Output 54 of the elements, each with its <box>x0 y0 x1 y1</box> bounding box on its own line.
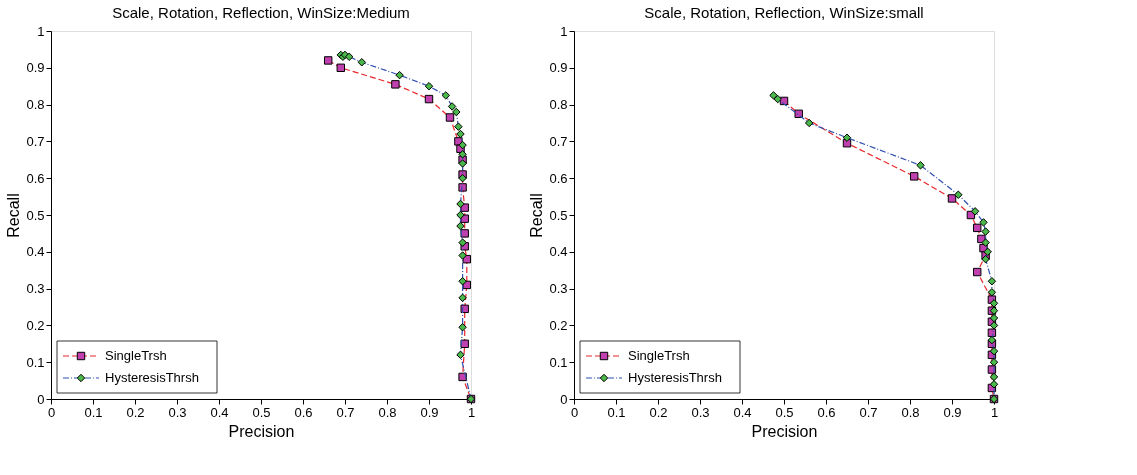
y-tick-label: 0.8 <box>26 97 45 113</box>
y-tick-label: 0.9 <box>549 60 568 76</box>
x-tick-label: 0.3 <box>691 404 710 420</box>
x-axis-title: Precision <box>228 422 295 440</box>
x-tick-label: 0.5 <box>252 404 271 420</box>
y-tick-label: 1 <box>37 23 45 39</box>
y-tick-label: 0.2 <box>26 317 45 333</box>
x-tick-label: 0.9 <box>420 404 439 420</box>
x-tick-label: 0 <box>47 404 56 420</box>
y-tick-label: 0.3 <box>26 281 45 297</box>
x-tick-label: 1 <box>467 404 476 420</box>
x-tick-label: 0.8 <box>378 404 397 420</box>
x-tick-label: 0.4 <box>210 404 229 420</box>
y-tick-label: 0 <box>37 391 45 407</box>
x-tick-label: 0.3 <box>168 404 187 420</box>
x-tick-label: 0.8 <box>901 404 920 420</box>
y-tick-label: 0 <box>560 391 568 407</box>
chart-title: Scale, Rotation, Reflection, WinSize:Medium <box>112 4 410 21</box>
x-tick-label: 0.6 <box>294 404 313 420</box>
legend-label: HysteresisThrsh <box>105 370 199 385</box>
x-tick-label: 0.2 <box>649 404 668 420</box>
x-tick-label: 0 <box>570 404 579 420</box>
y-tick-label: 0.6 <box>549 170 568 186</box>
y-tick-label: 0.7 <box>549 133 568 149</box>
y-tick-label: 0.4 <box>26 244 45 260</box>
x-tick-label: 0.9 <box>943 404 962 420</box>
x-tick-label: 0.1 <box>84 404 103 420</box>
legend-label: SingleTrsh <box>628 348 690 363</box>
x-tick-label: 0.2 <box>126 404 145 420</box>
x-tick-label: 0.7 <box>336 404 355 420</box>
y-tick-label: 0.6 <box>26 170 45 186</box>
y-tick-label: 0.4 <box>549 244 568 260</box>
x-axis-title: Precision <box>751 422 818 440</box>
y-axis-title: Recall <box>5 193 23 238</box>
y-tick-label: 0.1 <box>549 354 568 370</box>
legend-label: SingleTrsh <box>105 348 167 363</box>
y-tick-label: 0.1 <box>26 354 45 370</box>
y-tick-label: 0.2 <box>549 317 568 333</box>
y-tick-label: 0.9 <box>26 60 45 76</box>
x-tick-label: 0.4 <box>733 404 752 420</box>
x-tick-label: 0.7 <box>859 404 878 420</box>
x-tick-label: 0.6 <box>817 404 836 420</box>
chart-title: Scale, Rotation, Reflection, WinSize:small <box>644 4 924 21</box>
y-tick-label: 0.7 <box>26 133 45 149</box>
y-tick-label: 0.3 <box>549 281 568 297</box>
legend-label: HysteresisThrsh <box>628 370 722 385</box>
y-tick-label: 0.5 <box>26 207 45 223</box>
y-axis-title: Recall <box>528 193 546 238</box>
x-tick-label: 0.5 <box>775 404 794 420</box>
x-tick-label: 1 <box>990 404 999 420</box>
y-tick-label: 0.8 <box>549 97 568 113</box>
y-tick-label: 0.5 <box>549 207 568 223</box>
y-tick-label: 1 <box>560 23 568 39</box>
x-tick-label: 0.1 <box>607 404 626 420</box>
